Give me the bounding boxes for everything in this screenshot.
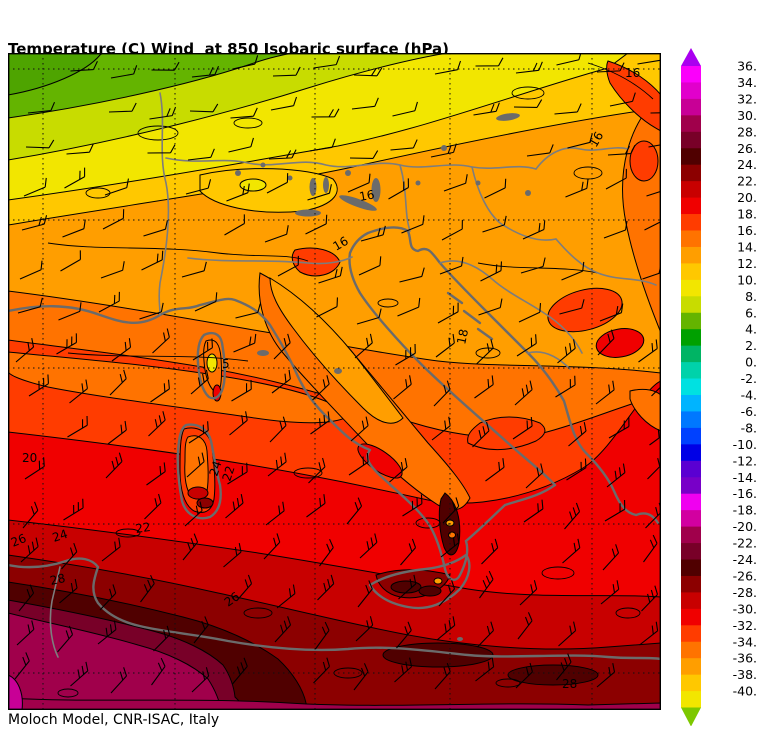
svg-text:-10.: -10. xyxy=(733,437,757,452)
patch-genoa-red xyxy=(291,247,341,277)
band-crimson xyxy=(8,612,222,710)
patch-po-yellow xyxy=(239,178,267,192)
svg-text:-14.: -14. xyxy=(733,470,757,485)
svg-text:10.: 10. xyxy=(737,272,757,287)
color-scale: 36. 34. 32. 30. 28. 26. 24. 22. 20. 18. 16. 14. 12. 1… xyxy=(671,40,760,726)
svg-text:-20.: -20. xyxy=(733,519,757,534)
svg-text:16.: 16. xyxy=(737,223,757,238)
coastlines xyxy=(8,92,661,661)
svg-text:-4.: -4. xyxy=(741,388,757,403)
latlon-grid xyxy=(8,53,661,710)
colorbar: 36.34.32. 30.28. 26.24. 22.20. 18.16.14. 12.1… xyxy=(681,48,757,726)
svg-text:14.: 14. xyxy=(737,239,757,254)
patch-balkan-1 xyxy=(547,287,623,333)
svg-text:4.: 4. xyxy=(745,322,757,337)
svg-text:-28.: -28. xyxy=(733,585,757,600)
svg-text:28: 28 xyxy=(562,677,577,691)
svg-text:-6.: -6. xyxy=(741,404,757,419)
border-balkan-2 xyxy=(527,351,571,370)
svg-text:22.: 22. xyxy=(737,174,757,189)
border-ne-1 xyxy=(399,164,411,232)
svg-text:-32.: -32. xyxy=(733,618,757,633)
svg-text:-8.: -8. xyxy=(741,420,757,435)
patch-corsica-yellow xyxy=(206,353,218,373)
svg-text:-12.: -12. xyxy=(733,453,757,468)
coast-corsica xyxy=(196,331,227,400)
svg-text:-34.: -34. xyxy=(733,634,757,649)
patch-po-amber xyxy=(199,168,338,213)
patch-sardinia-dark1 xyxy=(187,486,209,500)
coast-sardinia xyxy=(176,423,222,520)
svg-text:-36.: -36. xyxy=(733,651,757,666)
model-credit: Moloch Model, CNR-ISAC, Italy xyxy=(8,712,220,728)
coast-adriatic xyxy=(348,226,660,543)
svg-text:36.: 36. xyxy=(737,59,757,74)
border-balkan-1 xyxy=(439,260,583,354)
svg-text:26: 26 xyxy=(9,531,28,550)
svg-text:-2.: -2. xyxy=(741,371,757,386)
svg-text:-30.: -30. xyxy=(733,601,757,616)
svg-text:-38.: -38. xyxy=(733,667,757,682)
svg-text:-16.: -16. xyxy=(733,486,757,501)
border-france-italy xyxy=(158,92,170,316)
svg-text:6.: 6. xyxy=(745,305,757,320)
svg-text:16: 16 xyxy=(358,188,375,204)
patch-calabria-dot2 xyxy=(448,531,456,539)
svg-text:-24.: -24. xyxy=(733,552,757,567)
river-po xyxy=(187,256,353,265)
svg-text:-40.: -40. xyxy=(733,684,757,699)
svg-text:34.: 34. xyxy=(737,75,757,90)
border-ne-2 xyxy=(471,166,557,241)
svg-text:0.: 0. xyxy=(745,355,757,370)
border-tunisia xyxy=(49,566,61,658)
patch-sicily-maroon2 xyxy=(418,585,442,597)
svg-text:5: 5 xyxy=(222,357,230,371)
patch-peninsula-orange xyxy=(269,277,404,424)
svg-text:22: 22 xyxy=(134,520,151,536)
svg-text:12.: 12. xyxy=(737,256,757,271)
svg-text:28.: 28. xyxy=(737,124,757,139)
coast-croatia-islands xyxy=(446,291,494,341)
svg-text:16: 16 xyxy=(625,66,640,80)
patch-greece-deep-orange xyxy=(629,388,661,432)
coast-sicily xyxy=(368,553,471,610)
svg-text:2.: 2. xyxy=(745,338,757,353)
svg-text:16: 16 xyxy=(331,234,351,254)
patch-sicily-maroon1 xyxy=(390,580,422,594)
svg-text:-22.: -22. xyxy=(733,536,757,551)
svg-text:28: 28 xyxy=(49,571,67,588)
svg-text:20: 20 xyxy=(22,451,37,465)
svg-text:32.: 32. xyxy=(737,91,757,106)
svg-text:24.: 24. xyxy=(737,157,757,172)
svg-text:24: 24 xyxy=(51,527,70,545)
weather-map: 16 16 16 16 5 18 20 24 22 22 24 26 28 26 28 xyxy=(8,53,661,710)
strip-crimson-south xyxy=(8,697,661,710)
border-alps xyxy=(165,157,537,170)
map-border xyxy=(8,53,661,710)
border-ne-3 xyxy=(535,147,629,170)
svg-text:16: 16 xyxy=(586,129,606,149)
svg-text:18: 18 xyxy=(454,328,471,346)
patch-maroon-2 xyxy=(507,664,599,686)
svg-text:22: 22 xyxy=(220,464,238,483)
svg-text:30.: 30. xyxy=(737,108,757,123)
patch-sardinia-dark2 xyxy=(196,497,214,509)
coast-africa xyxy=(8,557,661,661)
wind-barbs xyxy=(14,53,661,694)
patch-magenta-corner xyxy=(8,674,23,710)
svg-text:18.: 18. xyxy=(737,207,757,222)
svg-text:8.: 8. xyxy=(745,289,757,304)
svg-text:20.: 20. xyxy=(737,190,757,205)
svg-text:26.: 26. xyxy=(737,141,757,156)
patch-sicily-dot xyxy=(433,577,443,585)
svg-text:24: 24 xyxy=(207,459,225,478)
patch-ne-orange-red-2 xyxy=(629,140,659,182)
border-ne-4 xyxy=(555,238,657,286)
svg-text:-18.: -18. xyxy=(733,503,757,518)
lakes-terrain xyxy=(235,113,531,641)
svg-text:-26.: -26. xyxy=(733,568,757,583)
